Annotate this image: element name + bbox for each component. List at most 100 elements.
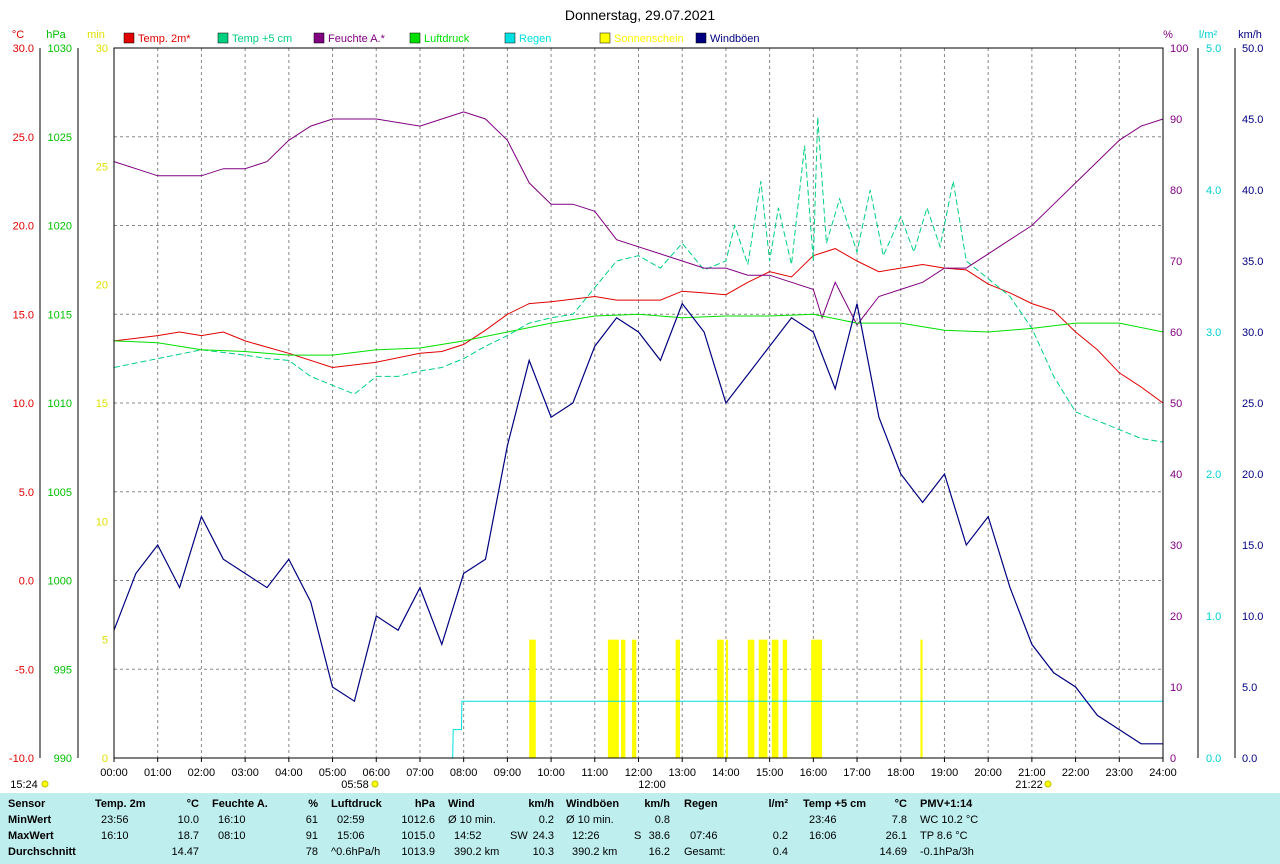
x-tick-22: 22:00	[1062, 767, 1090, 779]
pressure-tick-3: 1015	[48, 309, 72, 321]
pressure-tick-5: 1005	[48, 487, 72, 499]
windboeen-unit: km/h	[644, 798, 670, 810]
windboeen-title: Windböen	[566, 798, 620, 810]
humidity-axis-unit: %	[1163, 29, 1173, 41]
x-tick-21: 21:00	[1018, 767, 1046, 779]
chart-title: Donnerstag, 29.07.2021	[565, 7, 715, 23]
rain-tick-3: 2.0	[1206, 469, 1221, 481]
temp2m-unit: °C	[186, 798, 199, 810]
temp-axis-unit: °C	[12, 29, 24, 41]
maxwert-label: MaxWert	[8, 830, 54, 842]
pressure-tick-2: 1020	[48, 221, 72, 233]
humidity-tick-2: 80	[1170, 185, 1182, 197]
sunshine-bar-3	[631, 639, 637, 758]
x-tick-1: 01:00	[144, 767, 172, 779]
minutes-tick-2: 20	[96, 280, 108, 292]
temp-tick-1: 25.0	[13, 132, 34, 144]
wind-tick-4: 30.0	[1242, 327, 1263, 339]
sunset-label: 21:22	[1015, 779, 1043, 791]
wind-avg10-label: Ø 10 min.	[448, 814, 496, 826]
luftdruck-title: Luftdruck	[331, 798, 382, 810]
x-tick-17: 17:00	[843, 767, 871, 779]
wind-title: Wind	[448, 798, 475, 810]
series-line-1	[113, 117, 1164, 443]
plot-frame	[113, 47, 1164, 759]
legend-label-6: Windböen	[710, 33, 760, 45]
x-tick-12: 12:00	[625, 767, 653, 779]
temp-tick-0: 30.0	[13, 43, 34, 55]
sensor-title: Sensor	[8, 798, 46, 810]
pmv-windchill: WC 10.2 °C	[920, 814, 979, 826]
temp2m-min-val: 10.0	[177, 814, 199, 826]
regen-total-label: Gesamt:	[684, 846, 726, 858]
temp-tick-8: -10.0	[9, 753, 34, 765]
x-tick-2: 02:00	[188, 767, 216, 779]
windboeen-distance: 390.2 km	[572, 846, 618, 858]
x-tick-24: 24:00	[1149, 767, 1177, 779]
wind-max-dir: SW	[510, 830, 528, 842]
x-tick-0: 00:00	[100, 767, 128, 779]
luftdruck-min-time: 02:59	[337, 814, 365, 826]
x-tick-7: 07:00	[406, 767, 434, 779]
legend-label-1: Temp +5 cm	[232, 33, 292, 45]
x-tick-18: 18:00	[887, 767, 915, 779]
chart-background	[0, 0, 1280, 793]
chart-legend: Temp. 2m* Temp +5 cm Feuchte A.* Luftdruck R…	[123, 32, 760, 45]
x-tick-8: 08:00	[450, 767, 478, 779]
temp-tick-6: 0.0	[19, 576, 34, 588]
legend-swatch-4	[504, 32, 516, 44]
pressure-tick-8: 990	[54, 753, 72, 765]
pmv-pressure-trend: -0.1hPa/3h	[920, 846, 974, 858]
regen-unit: l/m²	[768, 798, 788, 810]
sunshine-bar-7	[747, 639, 755, 758]
minutes-tick-3: 15	[96, 398, 108, 410]
pressure-tick-6: 1000	[48, 576, 72, 588]
legend-swatch-3	[409, 32, 421, 44]
minutes-axis-unit: min	[87, 29, 105, 41]
x-tick-6: 06:00	[362, 767, 390, 779]
sunset-icon	[1044, 780, 1052, 788]
temp5cm-title: Temp +5 cm	[803, 798, 867, 810]
legend-swatch-1	[217, 32, 229, 44]
sunshine-bar-12	[920, 639, 923, 758]
windboeen-avg10-label: Ø 10 min.	[566, 814, 614, 826]
sunshine-bar-4	[675, 639, 681, 758]
wind-avg-val: 10.3	[532, 846, 554, 858]
temp2m-avg-val: 14.47	[171, 846, 199, 858]
sunshine-bar-1	[607, 639, 619, 758]
rain-tick-1: 4.0	[1206, 185, 1221, 197]
x-tick-10: 10:00	[537, 767, 565, 779]
minutes-tick-1: 25	[96, 161, 108, 173]
temp5cm-avg-val: 14.69	[879, 846, 907, 858]
windboeen-max-time: 12:26	[572, 830, 600, 842]
humidity-tick-7: 30	[1170, 540, 1182, 552]
minutes-tick-4: 10	[96, 516, 108, 528]
wind-tick-8: 10.0	[1242, 611, 1263, 623]
temp-tick-2: 20.0	[13, 221, 34, 233]
pressure-tick-4: 1010	[48, 398, 72, 410]
x-tick-5: 05:00	[319, 767, 347, 779]
legend-label-2: Feuchte A.*	[328, 33, 386, 45]
sunshine-bar-10	[782, 639, 788, 758]
feuchte-min-time: 16:10	[218, 814, 246, 826]
windboeen-avg-val: 16.2	[648, 846, 670, 858]
pmv-dewpoint: TP 8.6 °C	[920, 830, 968, 842]
x-tick-13: 13:00	[668, 767, 696, 779]
temp5cm-unit: °C	[894, 798, 907, 810]
feuchte-unit: %	[308, 798, 318, 810]
legend-swatch-5	[599, 32, 611, 44]
wind-tick-1: 45.0	[1242, 114, 1263, 126]
pmv-column: PMV+1:14 WC 10.2 °C TP 8.6 °C -0.1hPa/3h	[920, 796, 1030, 860]
feuchte-max-val: 91	[305, 830, 318, 842]
wind-min-val: 0.2	[538, 814, 554, 826]
temp5cm-min-time: 23:46	[809, 814, 837, 826]
wind-column: Wind km/h Ø 10 min. 0.2 14:52 SW 24.3 390.2 …	[448, 796, 554, 860]
wind-max-time: 14:52	[454, 830, 482, 842]
sensor-column: Sensor MinWert MaxWert Durchschnitt	[8, 796, 88, 860]
feuchte-max-time: 08:10	[218, 830, 246, 842]
temp5cm-min-val: 7.8	[891, 814, 907, 826]
luftdruck-min-val: 1012.6	[401, 814, 435, 826]
rain-axis-unit: l/m²	[1199, 29, 1218, 41]
series-line-3	[113, 313, 1164, 356]
rain-tick-4: 1.0	[1206, 611, 1221, 623]
